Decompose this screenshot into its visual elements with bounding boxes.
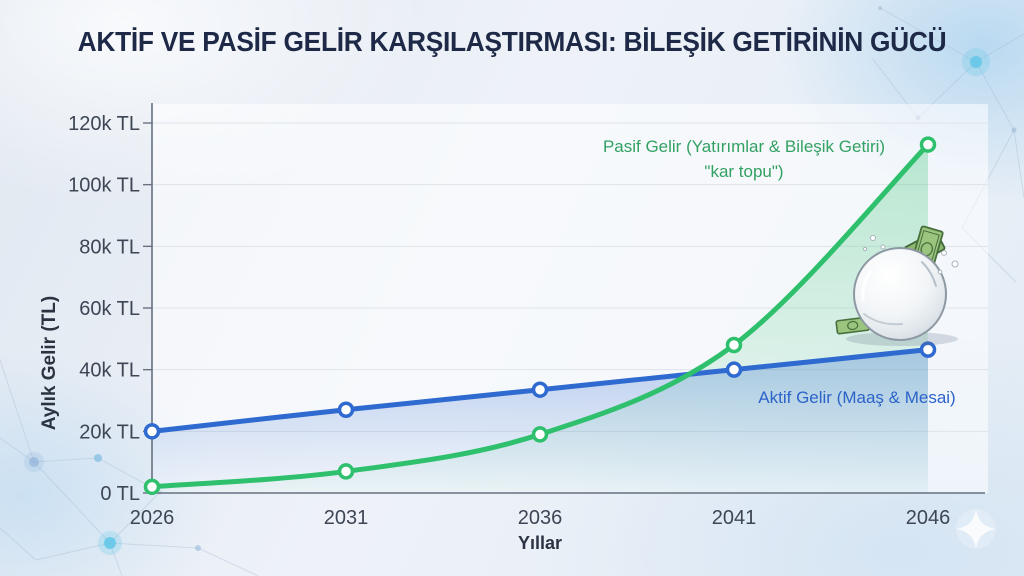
page-title: AKTİF VE PASİF GELİR KARŞILAŞTIRMASI: Bİ…: [77, 26, 947, 57]
y-tick-label: 80k TL: [79, 236, 140, 258]
x-axis-title: Yıllar: [517, 533, 563, 553]
area-fills-group: [152, 144, 928, 494]
data-point: [725, 361, 743, 378]
money-bill-ground: [835, 316, 870, 335]
y-tick-label: 100k TL: [68, 175, 140, 197]
x-tick-label: 2041: [712, 507, 757, 529]
y-tick-label: 20k TL: [79, 421, 140, 443]
x-tick-labels-group: 2026 2031 2036 2041 2046: [130, 507, 951, 529]
data-point: [725, 336, 743, 354]
x-tick-label: 2036: [518, 507, 563, 529]
y-tick-labels-group: 0 TL 20k TL 40k TL 60k TL 80k TL 100k TL 120k …: [68, 113, 140, 505]
snowball-shade-line: [921, 261, 937, 287]
x-tick-label: 2026: [130, 507, 175, 529]
data-point: [531, 381, 549, 398]
y-tick-label: 60k TL: [79, 298, 140, 320]
y-axis-title: Aylık Gelir (TL): [39, 295, 60, 431]
snowball-money-illustration: [835, 225, 959, 346]
passive-income-label-line2: "kar topu"): [704, 162, 784, 181]
series-area-1: [152, 349, 928, 493]
active-income-label: Aktif Gelir (Maaş & Mesai): [758, 388, 956, 407]
snowball-highlight: [861, 270, 872, 302]
x-tick-label: 2046: [906, 507, 951, 529]
data-point: [531, 426, 549, 443]
passive-income-label-line1: Pasif Gelir (Yatırımlar & Bileşik Getiri…: [602, 137, 886, 156]
data-point: [143, 478, 161, 496]
data-point: [337, 463, 355, 480]
snow-specks: [862, 235, 959, 275]
y-tick-label: 40k TL: [79, 360, 140, 382]
snowball-lump-line: [863, 313, 903, 326]
x-tick-label: 2031: [324, 507, 369, 529]
data-points-group: [143, 136, 937, 496]
y-tick-label: 120k TL: [68, 113, 140, 135]
data-point: [919, 341, 937, 358]
data-point: [919, 136, 937, 153]
snowball-body: [853, 247, 947, 341]
y-tick-label: 0 TL: [100, 483, 140, 505]
passive-income-label: Pasif Gelir (Yatırımlar & Bileşik Getiri…: [560, 134, 928, 184]
sparkle-icon: [956, 509, 996, 549]
data-point: [337, 401, 355, 418]
data-point: [143, 423, 161, 440]
